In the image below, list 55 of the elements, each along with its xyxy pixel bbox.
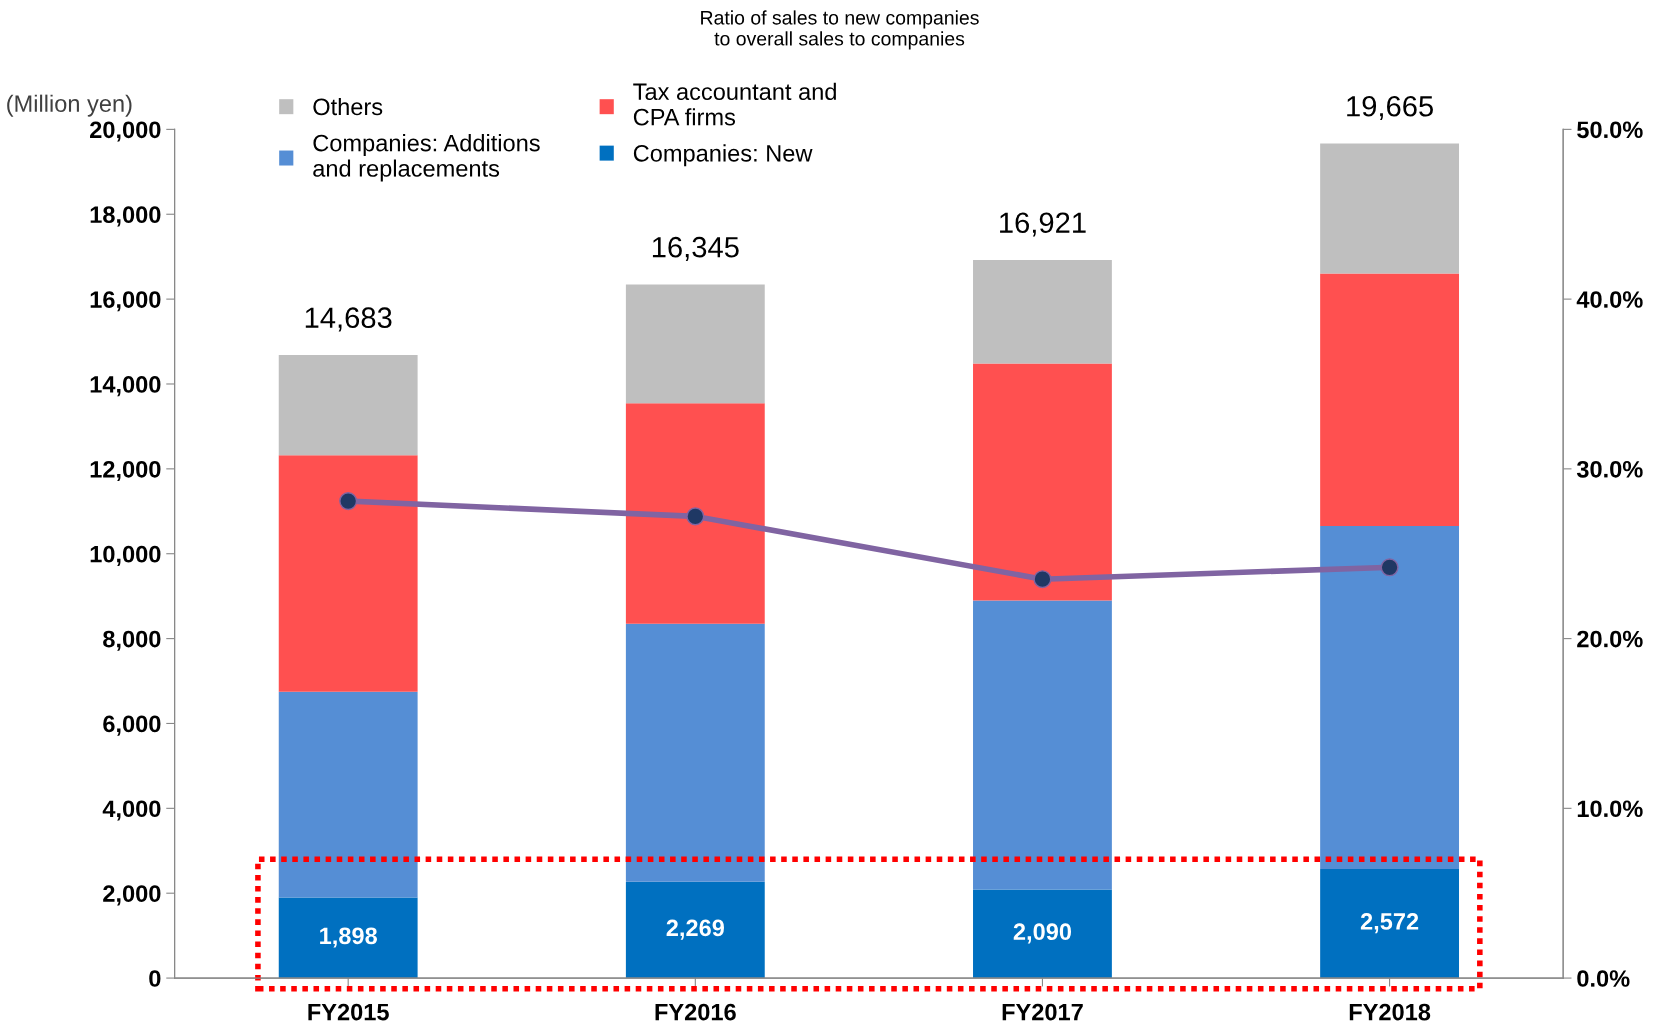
bar <box>973 600 1112 890</box>
total-label: 19,665 <box>1347 95 1433 121</box>
bar <box>1320 273 1460 527</box>
y-tick-label: 18,000 <box>90 206 161 227</box>
y2-tick-label: 40.0% <box>1576 291 1643 308</box>
x-tick-label: FY2015 <box>308 1003 389 1021</box>
bar <box>1320 868 1460 979</box>
data-label: 1,898 <box>320 927 377 948</box>
y-tick-label: 4,000 <box>102 800 161 821</box>
y-tick-label: 16,000 <box>90 291 161 312</box>
point <box>1380 558 1399 577</box>
y2-tick-label: 30.0% <box>1576 460 1643 478</box>
y2-tick-label: 50.0% <box>1577 121 1643 139</box>
data-label: 2,090 <box>1013 923 1072 944</box>
y-tick-label: 14,000 <box>90 376 161 397</box>
bar <box>625 284 765 404</box>
text: Ratio of sales to new companies to overall sales to companies <box>701 10 979 50</box>
bar <box>973 260 1112 364</box>
bar <box>278 455 418 692</box>
y-axis-title: (Million yen) <box>7 94 132 117</box>
y-tick-label: 2,000 <box>103 885 161 906</box>
y2-tick-label: 0.0% <box>1577 970 1630 987</box>
legend-label: Others <box>313 97 383 116</box>
data-label: 2,572 <box>1360 913 1419 934</box>
total-label: 16,345 <box>652 236 739 261</box>
x-tick-label: FY2016 <box>655 1003 736 1021</box>
point <box>1033 570 1052 589</box>
y-tick-label: 6,000 <box>103 715 161 736</box>
bar <box>973 363 1112 601</box>
bar <box>278 691 418 898</box>
y-tick-label: 0 <box>149 970 161 987</box>
bar <box>973 889 1112 979</box>
total-label: 16,921 <box>1000 212 1086 237</box>
x-tick-label: FY2017 <box>1002 1003 1083 1021</box>
y2-tick-label: 10.0% <box>1577 800 1643 818</box>
y-tick-label: 10,000 <box>90 545 161 566</box>
y-tick-label: 20,000 <box>90 121 161 142</box>
y2-tick-label: 20.0% <box>1577 630 1643 648</box>
bar <box>625 623 765 882</box>
bar <box>625 403 765 624</box>
bar <box>278 355 418 456</box>
legend-label: Companies: New <box>633 144 813 167</box>
y-tick-label: 8,000 <box>103 630 161 651</box>
y-tick-label: 12,000 <box>90 460 161 482</box>
point <box>339 492 358 511</box>
data-label: 2,269 <box>666 919 724 940</box>
total-label: 14,683 <box>305 307 392 332</box>
point <box>686 507 705 526</box>
bar <box>1320 143 1460 274</box>
legend-label: Companies: Additions and replacements <box>313 134 540 182</box>
bar <box>625 881 765 979</box>
bar <box>1320 526 1460 869</box>
legend-label: Tax accountant and CPA firms <box>633 82 836 126</box>
x-tick-label: FY2018 <box>1349 1003 1431 1021</box>
bar <box>278 897 418 979</box>
